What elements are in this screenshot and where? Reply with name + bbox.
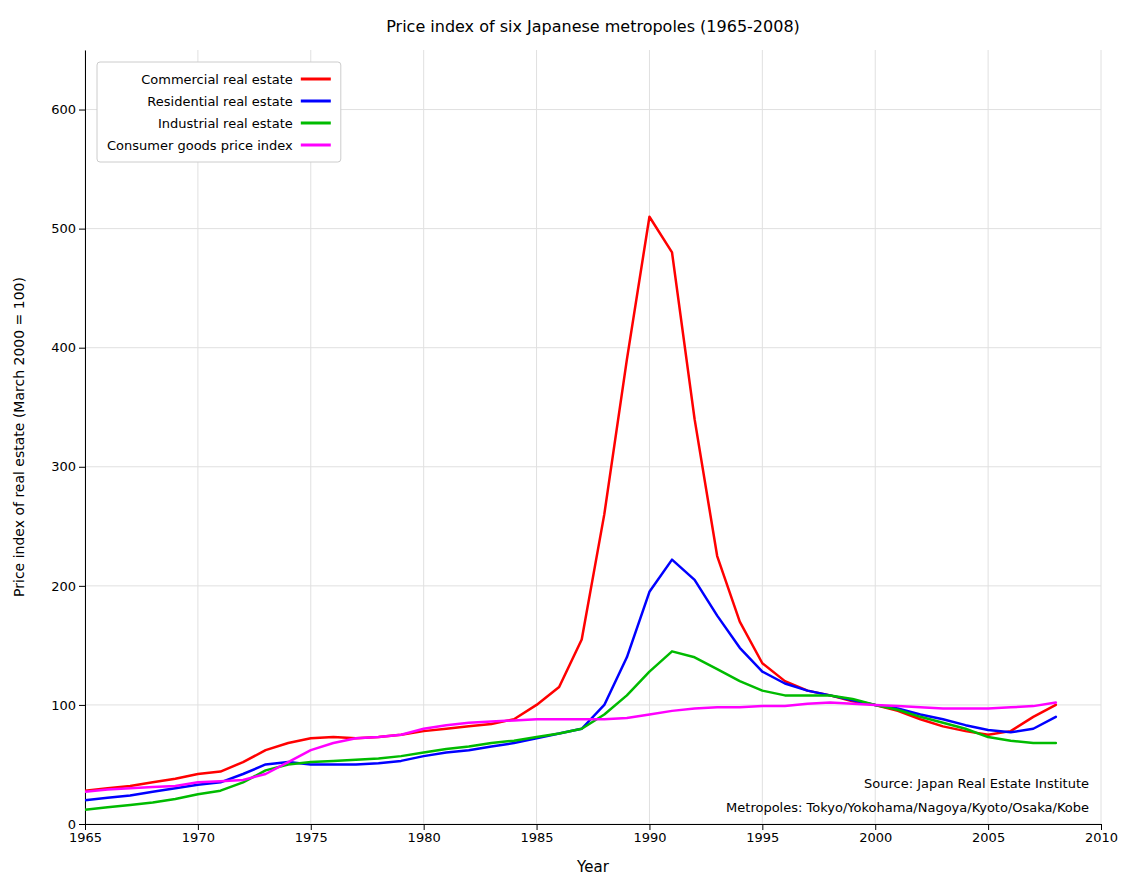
tick-mark (85, 824, 86, 830)
tick: 400 (51, 340, 85, 355)
tick: 1970 (182, 824, 215, 845)
tick-label: 300 (51, 459, 76, 474)
grid-line-y (85, 466, 1101, 467)
annotation: Metropoles: Tokyo/Yokohama/Nagoya/Kyoto/… (726, 800, 1089, 815)
tick-mark (988, 824, 989, 830)
tick-mark (79, 586, 85, 587)
legend-swatch (301, 78, 331, 81)
tick: 600 (51, 102, 85, 117)
grid-line-y (85, 585, 1101, 586)
grid-line-x (423, 50, 424, 824)
tick: 2005 (972, 824, 1005, 845)
legend: Commercial real estate Residential real e… (97, 62, 341, 162)
axis-line (86, 824, 1102, 825)
tick: 1980 (408, 824, 441, 845)
tick: 2000 (859, 824, 892, 845)
grid-line-x (197, 50, 198, 824)
tick: 1995 (746, 824, 779, 845)
grid-line-x (310, 50, 311, 824)
chart: 1965197019751980198519901995200020052010… (0, 0, 1141, 894)
tick-mark (311, 824, 312, 830)
grid-line-x (875, 50, 876, 824)
grid-line-y (85, 704, 1101, 705)
tick: 1985 (521, 824, 554, 845)
tick-label: 1995 (746, 830, 779, 845)
legend-label: Consumer goods price index (107, 138, 293, 153)
legend-label: Commercial real estate (141, 72, 293, 87)
tick: 500 (51, 221, 85, 236)
grid-line-x (762, 50, 763, 824)
tick-label: 600 (51, 102, 76, 117)
tick-mark (79, 467, 85, 468)
tick-mark (762, 824, 763, 830)
tick-label: 2010 (1085, 830, 1118, 845)
tick-mark (79, 705, 85, 706)
axis-line (85, 51, 86, 825)
tick: 0 (68, 817, 85, 832)
grid-line-x (85, 50, 86, 824)
series-line (85, 560, 1056, 801)
title: Price index of six Japanese metropoles (… (386, 17, 800, 36)
grid-line-x (1101, 50, 1102, 824)
x-axis: 1965 1970 1975 1980 1985 1990 1995 2000 2005 2010 (69, 824, 1118, 845)
tick-label: 1990 (633, 830, 666, 845)
x-axis-title: Year (576, 858, 610, 876)
tick: 100 (51, 698, 85, 713)
tick-mark (537, 824, 538, 830)
tick-mark (79, 229, 85, 230)
tick-mark (875, 824, 876, 830)
tick-label: 2005 (972, 830, 1005, 845)
legend-swatch (301, 144, 331, 147)
series-line (85, 217, 1056, 791)
grid-line-x (536, 50, 537, 824)
tick-label: 1980 (408, 830, 441, 845)
legend-label: Residential real estate (147, 94, 292, 109)
tick-label: 2000 (859, 830, 892, 845)
tick-label: 100 (51, 698, 76, 713)
tick: 1975 (295, 824, 328, 845)
tick-mark (79, 110, 85, 111)
grid-line-y (85, 347, 1101, 348)
tick-mark (198, 824, 199, 830)
tick: 2010 (1085, 824, 1118, 845)
y-axis: 0 100 200 300 400 500 600 (51, 51, 85, 832)
y-axis-title: Price index of real estate (March 2000 =… (11, 277, 27, 597)
tick-mark (79, 348, 85, 349)
grid (85, 50, 1101, 824)
tick-label: 1975 (295, 830, 328, 845)
tick-label: 200 (51, 579, 76, 594)
tick-label: 1965 (69, 830, 102, 845)
tick: 1990 (633, 824, 666, 845)
grid-line-x (649, 50, 650, 824)
series-group (85, 217, 1056, 810)
tick-label: 0 (68, 817, 76, 832)
legend-label: Industrial real estate (158, 116, 293, 131)
tick-mark (649, 824, 650, 830)
grid-line-y (85, 824, 1101, 825)
legend-box (97, 62, 341, 162)
legend-swatch (301, 100, 331, 103)
tick-label: 1970 (182, 830, 215, 845)
legend-swatch (301, 122, 331, 125)
tick-mark (424, 824, 425, 830)
tick-label: 400 (51, 340, 76, 355)
grid-line-y (85, 228, 1101, 229)
tick: 300 (51, 459, 85, 474)
annotation: Source: Japan Real Estate Institute (864, 776, 1089, 791)
tick-mark (79, 824, 85, 825)
tick: 200 (51, 579, 85, 594)
tick-mark (1101, 824, 1102, 830)
tick-label: 500 (51, 221, 76, 236)
plot-area: 1965197019751980198519901995200020052010… (51, 50, 1118, 845)
tick-label: 1985 (521, 830, 554, 845)
